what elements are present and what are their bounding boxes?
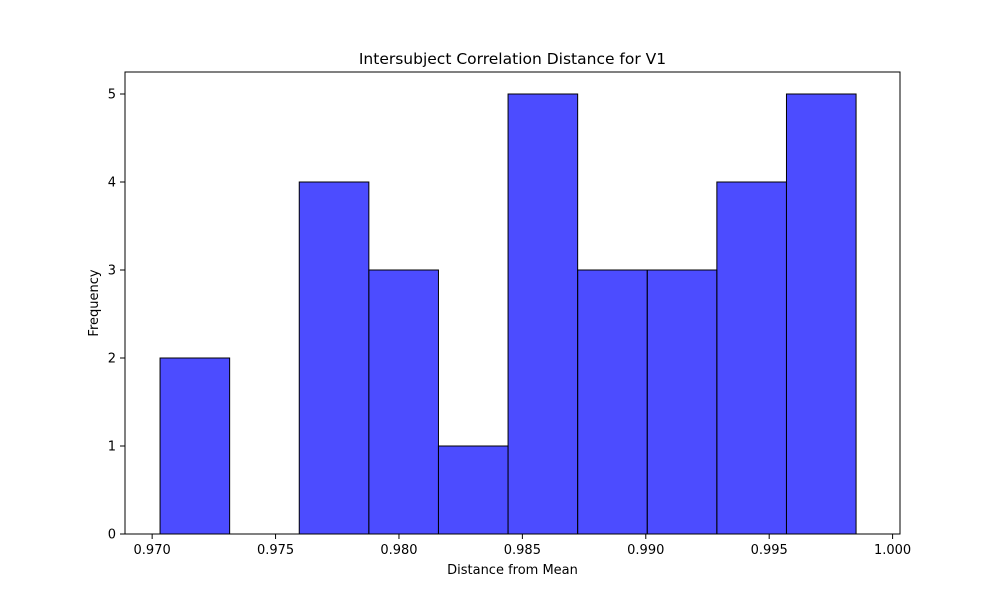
x-tick-label: 0.970 — [134, 543, 171, 558]
x-axis-ticks: 0.970 0.975 0.980 0.985 0.990 0.995 1.000 — [134, 534, 911, 558]
histogram-bar — [716, 181, 787, 535]
y-tick-label: 0 — [108, 528, 116, 543]
y-axis-ticks: 0 1 2 3 4 5 — [108, 88, 125, 543]
histogram-bar — [437, 445, 509, 535]
histogram-bar — [577, 269, 648, 535]
histogram-bar — [646, 269, 718, 535]
y-axis-label: Frequency — [87, 269, 102, 336]
x-tick-label: 0.980 — [380, 543, 417, 558]
y-tick-label: 4 — [108, 176, 116, 191]
histogram-bar — [368, 269, 439, 535]
histogram-bar — [298, 181, 370, 535]
x-tick-label: 1.000 — [874, 543, 911, 558]
histogram-bars — [159, 93, 857, 535]
plot-frame — [124, 71, 901, 535]
histogram-bar — [507, 93, 579, 535]
x-tick-label: 0.985 — [504, 543, 541, 558]
x-tick-label: 0.995 — [751, 543, 788, 558]
y-tick-label: 3 — [108, 264, 116, 279]
chart-title: Intersubject Correlation Distance for V1 — [359, 50, 666, 68]
histogram-bar — [785, 93, 857, 535]
histogram-bar — [159, 357, 231, 535]
y-tick-label: 5 — [108, 88, 116, 103]
x-axis-label: Distance from Mean — [447, 563, 578, 578]
x-tick-label: 0.975 — [257, 543, 294, 558]
y-tick-label: 2 — [108, 352, 116, 367]
x-tick-label: 0.990 — [627, 543, 664, 558]
y-tick-label: 1 — [108, 440, 116, 455]
